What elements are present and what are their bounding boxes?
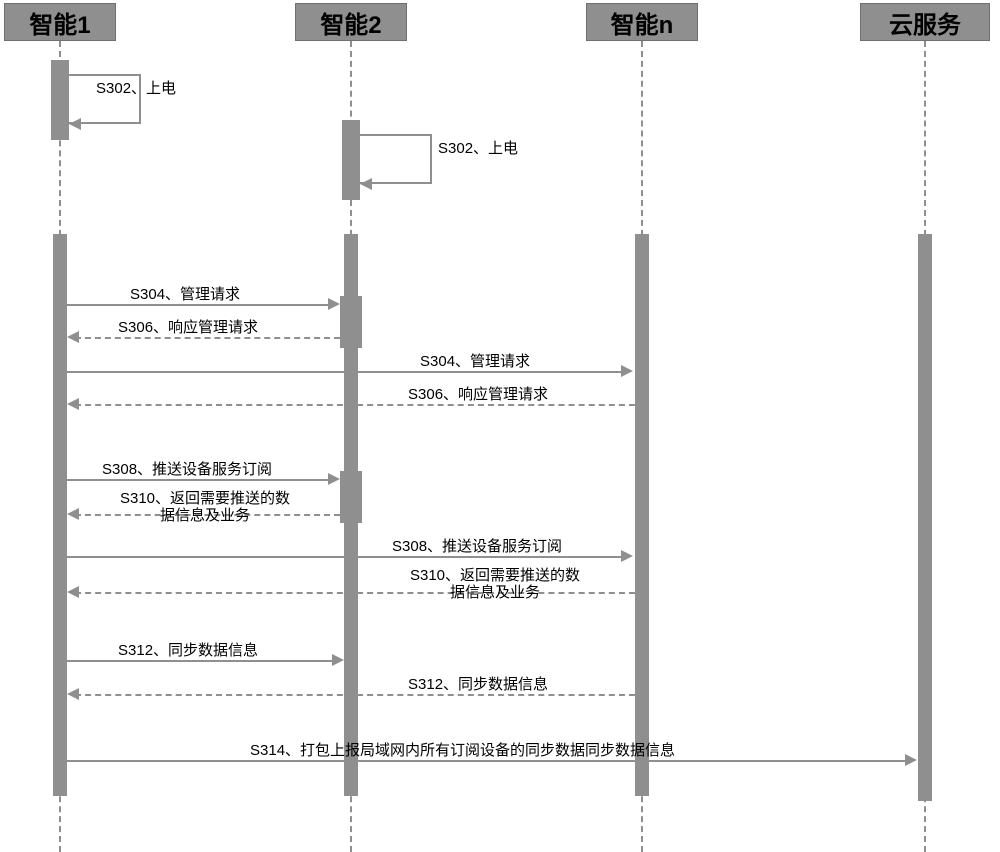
msg-7-head — [67, 586, 79, 598]
msg-9-head — [67, 688, 79, 700]
msg-0-line — [67, 304, 332, 306]
sequence-diagram: 智能1 智能2 智能n 云服务 S302、上电 S302、上电 S304、管理请… — [0, 0, 1000, 852]
msg-0-label: S304、管理请求 — [130, 286, 240, 303]
self-msg-a2 — [360, 134, 432, 184]
activation-a2-init — [342, 120, 360, 200]
activation-a2-nested1 — [340, 296, 362, 348]
self-msg-a2-arrow — [360, 178, 372, 190]
activation-an-main — [635, 234, 649, 796]
msg-10-label: S314、打包上报局域网内所有订阅设备的同步数据同步数据信息 — [250, 742, 675, 759]
actor-an-label: 智能n — [611, 5, 674, 40]
msg-4-head — [328, 473, 340, 485]
actor-a1: 智能1 — [4, 3, 116, 41]
msg-1-label: S306、响应管理请求 — [118, 319, 258, 336]
msg-3-label: S306、响应管理请求 — [408, 386, 548, 403]
actor-cloud: 云服务 — [860, 3, 990, 41]
self-msg-a2-label: S302、上电 — [438, 140, 518, 157]
actor-a2-label: 智能2 — [320, 5, 381, 40]
msg-6-label: S308、推送设备服务订阅 — [392, 538, 562, 555]
msg-5-label: S310、返回需要推送的数据信息及业务 — [95, 490, 315, 525]
msg-2-head — [621, 365, 633, 377]
msg-8-head — [332, 654, 344, 666]
self-msg-a1-arrow — [69, 118, 81, 130]
activation-a1-init — [51, 60, 69, 140]
msg-9-label: S312、同步数据信息 — [408, 676, 548, 693]
msg-3-head — [67, 398, 79, 410]
actor-a1-label: 智能1 — [29, 5, 90, 40]
msg-6-head — [621, 550, 633, 562]
self-msg-a1-label: S302、上电 — [96, 80, 176, 97]
activation-cloud-main — [918, 234, 932, 801]
activation-a2-nested2 — [340, 471, 362, 523]
actor-an: 智能n — [586, 3, 698, 41]
msg-1-line — [75, 337, 340, 339]
msg-10-line — [67, 760, 909, 762]
msg-10-head — [905, 754, 917, 766]
msg-5-head — [67, 508, 79, 520]
msg-2-label: S304、管理请求 — [420, 353, 530, 370]
msg-3-line — [75, 404, 635, 406]
msg-8-label: S312、同步数据信息 — [118, 642, 258, 659]
msg-9-line — [75, 694, 635, 696]
msg-4-label: S308、推送设备服务订阅 — [102, 461, 272, 478]
activation-a1-main — [53, 234, 67, 796]
msg-6-line — [67, 556, 625, 558]
msg-1-head — [67, 331, 79, 343]
msg-2-line — [67, 371, 625, 373]
msg-7-label: S310、返回需要推送的数据信息及业务 — [385, 567, 605, 602]
msg-8-line — [67, 660, 336, 662]
msg-0-head — [328, 298, 340, 310]
actor-a2: 智能2 — [295, 3, 407, 41]
msg-4-line — [67, 479, 332, 481]
actor-cloud-label: 云服务 — [889, 5, 961, 40]
